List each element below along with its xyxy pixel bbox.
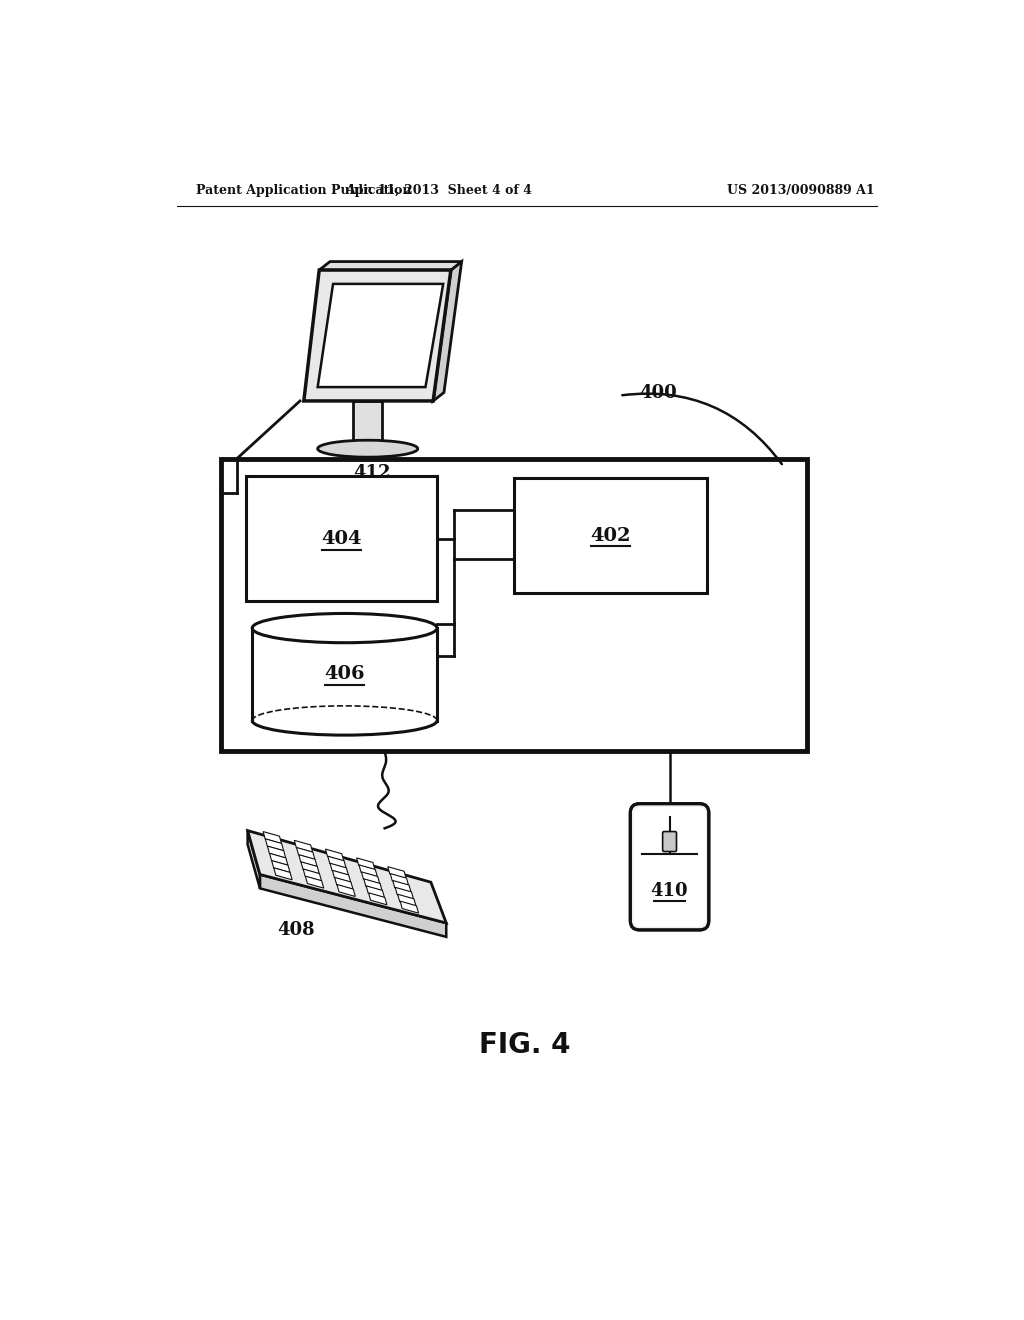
Polygon shape [395, 887, 414, 899]
Ellipse shape [252, 614, 437, 643]
Bar [252, 628, 437, 721]
FancyBboxPatch shape [631, 804, 709, 929]
Text: 406: 406 [325, 665, 365, 684]
Polygon shape [301, 862, 319, 874]
Polygon shape [388, 867, 407, 879]
Polygon shape [297, 847, 315, 859]
Polygon shape [271, 861, 290, 873]
Polygon shape [328, 857, 346, 869]
Text: 404: 404 [322, 529, 361, 548]
Polygon shape [319, 261, 462, 271]
Polygon shape [400, 902, 419, 913]
Polygon shape [267, 846, 286, 858]
Polygon shape [361, 871, 380, 884]
Polygon shape [393, 880, 411, 892]
Polygon shape [248, 830, 446, 923]
Polygon shape [335, 878, 353, 890]
Text: 412: 412 [353, 465, 390, 482]
Polygon shape [305, 876, 324, 888]
Text: 402: 402 [590, 527, 631, 545]
Polygon shape [299, 854, 317, 867]
Polygon shape [303, 869, 322, 880]
Polygon shape [326, 849, 344, 861]
Polygon shape [397, 894, 416, 907]
Polygon shape [330, 863, 348, 875]
Text: FIG. 4: FIG. 4 [479, 1031, 570, 1060]
Bar [221, 459, 807, 751]
Text: US 2013/0090889 A1: US 2013/0090889 A1 [727, 185, 874, 197]
Text: 410: 410 [650, 882, 688, 899]
Polygon shape [317, 284, 443, 387]
Polygon shape [433, 261, 462, 401]
Text: 408: 408 [278, 921, 315, 939]
Polygon shape [333, 870, 351, 882]
Polygon shape [273, 867, 292, 880]
Polygon shape [337, 884, 355, 896]
Polygon shape [359, 865, 378, 876]
Polygon shape [364, 879, 382, 891]
Bar [514, 478, 707, 594]
Polygon shape [263, 832, 282, 843]
Text: Patent Application Publication: Patent Application Publication [196, 185, 412, 197]
Polygon shape [369, 892, 387, 904]
Ellipse shape [317, 441, 418, 457]
Polygon shape [356, 858, 375, 870]
FancyBboxPatch shape [634, 807, 706, 927]
FancyBboxPatch shape [663, 832, 677, 851]
Polygon shape [390, 874, 409, 886]
Polygon shape [367, 886, 385, 898]
Polygon shape [260, 875, 446, 937]
Polygon shape [304, 271, 451, 401]
Polygon shape [269, 853, 288, 866]
Polygon shape [265, 838, 284, 851]
Polygon shape [294, 841, 312, 853]
Polygon shape [248, 830, 260, 888]
Bar [246, 477, 437, 601]
Bar [353, 401, 382, 449]
Text: Apr. 11, 2013  Sheet 4 of 4: Apr. 11, 2013 Sheet 4 of 4 [345, 185, 532, 197]
Text: 400: 400 [639, 384, 677, 403]
